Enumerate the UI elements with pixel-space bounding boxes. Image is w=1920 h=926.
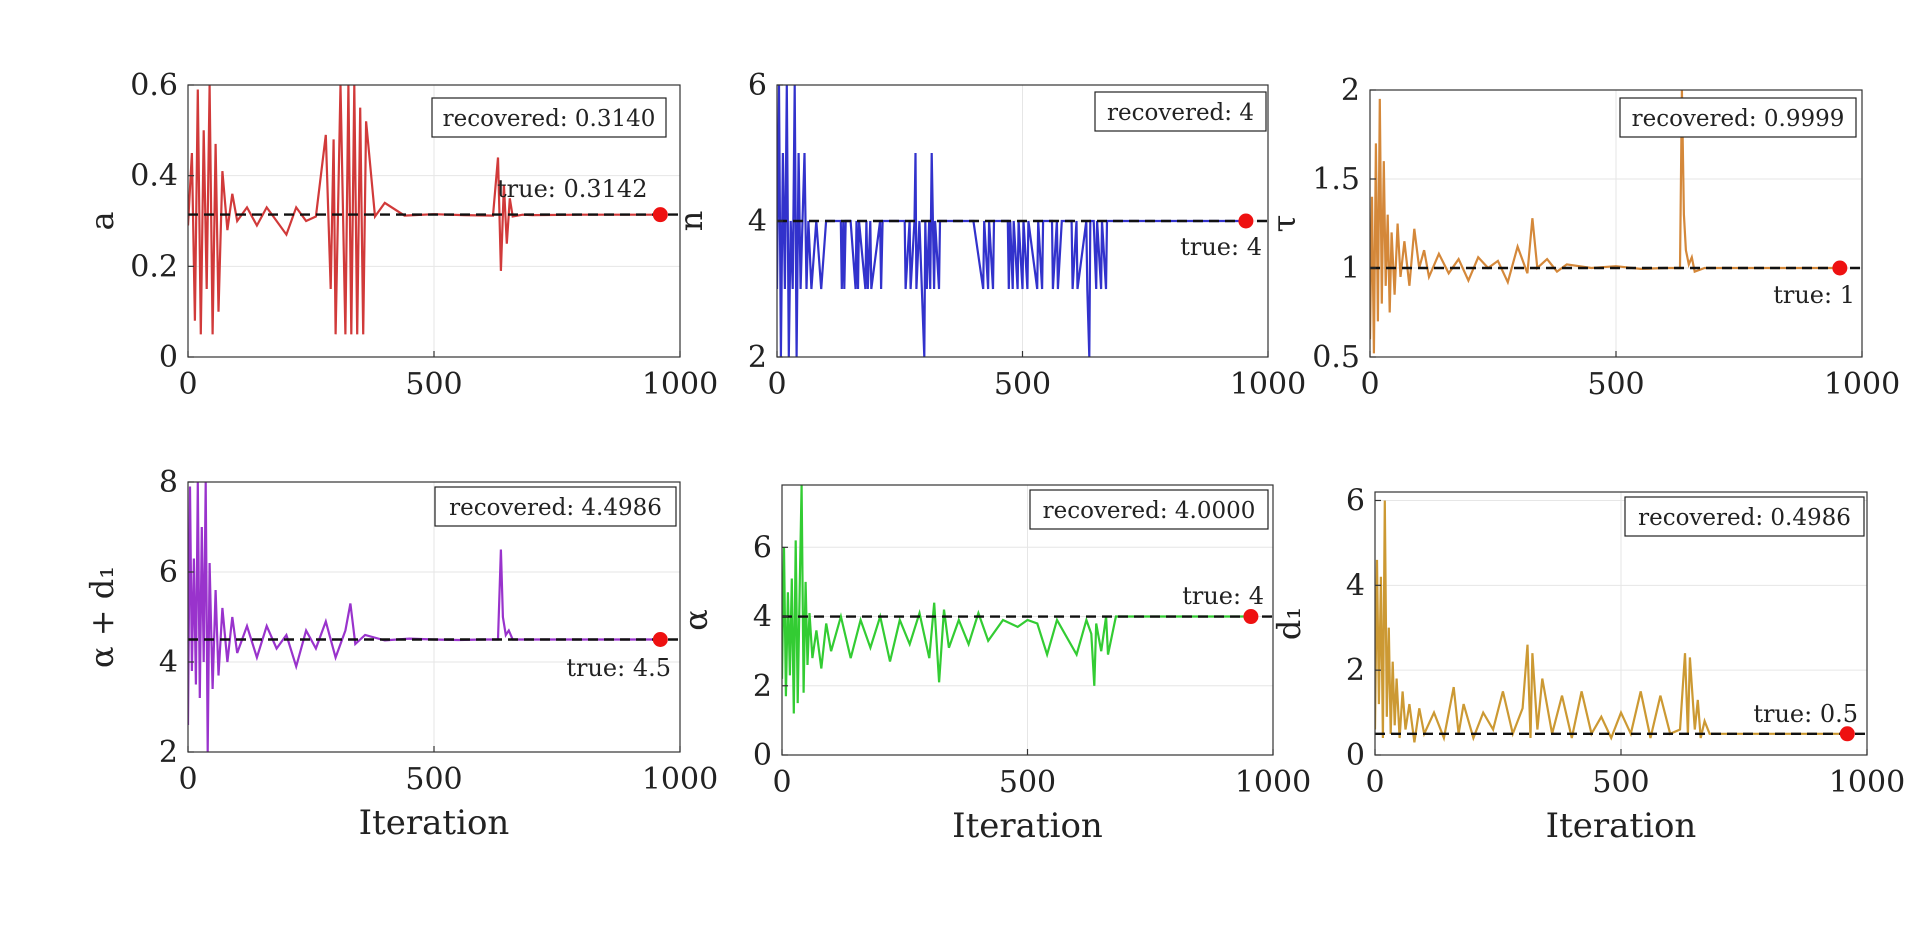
final-point-marker [652,207,668,223]
y-tick-label: 4 [753,600,772,635]
x-tick-label: 1000 [1824,367,1900,402]
x-tick-label: 500 [405,367,462,402]
y-axis-label: a [83,211,121,230]
subplot-3: 0 500 1000 0.5 1 1.5 2 τ recovered: 0.9999 true: … [1265,73,1900,402]
recovered-label: recovered: 4 [1107,100,1254,126]
recovered-box [1619,97,1857,138]
recovered-box [1624,496,1865,537]
x-tick-label: 1000 [1235,765,1311,800]
trace-line [188,482,661,752]
recovered-label: recovered: 0.4986 [1638,505,1851,531]
true-label: true: 0.3142 [497,175,647,203]
final-point-marker [1238,213,1254,229]
x-tick-label: 500 [999,765,1056,800]
recovered-label: recovered: 0.9999 [1632,106,1845,132]
x-tick-label: 1000 [642,762,718,797]
subplot-2: 0 500 1000 2 4 6 n recovered: 4 true: 4 [672,68,1306,402]
x-tick-label: 0 [178,367,197,402]
x-tick-label: 0 [1365,765,1384,800]
y-tick-label: 0 [753,738,772,773]
true-label: true: 4 [1180,233,1262,261]
y-axis-label: n [672,211,710,232]
final-point-marker [1832,260,1848,276]
final-point-marker [1243,609,1259,625]
true-label: true: 1 [1773,281,1855,309]
y-tick-label: 4 [159,645,178,680]
y-tick-label: 0.6 [130,68,178,103]
subplot-1: 0 500 1000 0 0.2 0.4 0.6 a recovered: 0.3140 true… [83,68,718,402]
y-tick-label: 0.4 [130,159,178,194]
x-tick-label: 500 [994,367,1051,402]
y-tick-label: 1.5 [1312,162,1360,197]
y-tick-label: 0 [159,340,178,375]
y-tick-label: 2 [753,669,772,704]
y-tick-label: 4 [1346,568,1365,603]
y-tick-label: 6 [753,530,772,565]
trace-line [1375,500,1848,743]
subplot-5: 0 500 1000 0 2 4 6 α Iteration recovered: 4.0000 t… [677,484,1311,846]
x-tick-label: 1000 [1829,765,1905,800]
x-tick-label: 500 [405,762,462,797]
x-tick-label: 1000 [642,367,718,402]
y-axis-label: α + d₁ [83,566,121,668]
x-axis-label: Iteration [359,803,510,843]
y-tick-label: 4 [748,204,767,239]
x-tick-label: 500 [1587,367,1644,402]
recovered-label: recovered: 4.4986 [449,495,662,521]
y-tick-label: 2 [159,735,178,770]
recovered-label: recovered: 0.3140 [443,106,656,132]
x-tick-label: 0 [178,762,197,797]
recovered-box [1094,91,1267,132]
subplot-6: 0 500 1000 0 2 4 6 d₁ Iteration recovered: 0.4986… [1270,483,1905,846]
true-label: true: 4.5 [566,654,671,682]
x-tick-label: 0 [1360,367,1379,402]
y-tick-label: 6 [1346,483,1365,518]
y-tick-label: 0 [1346,738,1365,773]
recovered-box [1029,489,1269,530]
x-tick-label: 0 [772,765,791,800]
recovered-label: recovered: 4.0000 [1043,498,1256,524]
trace-line [782,485,1251,714]
x-tick-label: 500 [1592,765,1649,800]
x-axis-label: Iteration [1546,806,1697,846]
trace-line [188,85,661,335]
y-tick-label: 2 [748,340,767,375]
x-axis-label: Iteration [952,806,1103,846]
y-tick-label: 1 [1341,251,1360,286]
y-tick-label: 6 [159,555,178,590]
true-label: true: 4 [1182,582,1264,610]
x-tick-label: 1000 [1230,367,1306,402]
y-tick-label: 8 [159,465,178,500]
y-tick-label: 2 [1341,73,1360,108]
recovered-box [431,97,667,138]
y-tick-label: 2 [1346,653,1365,688]
y-tick-label: 0.5 [1312,340,1360,375]
final-point-marker [652,632,668,647]
y-tick-label: 6 [748,68,767,103]
x-tick-label: 0 [767,367,786,402]
final-point-marker [1839,726,1855,742]
true-label: true: 0.5 [1753,700,1858,728]
y-axis-label: α [677,609,715,631]
subplot-4: 0 500 1000 2 4 6 8 α + d₁ Iteration recovered: 4.… [83,465,718,843]
y-tick-label: 0.2 [130,249,178,284]
trace-line [1370,90,1840,354]
y-axis-label: τ [1265,215,1303,233]
y-axis-label: d₁ [1270,607,1308,640]
recovered-box [434,486,677,527]
